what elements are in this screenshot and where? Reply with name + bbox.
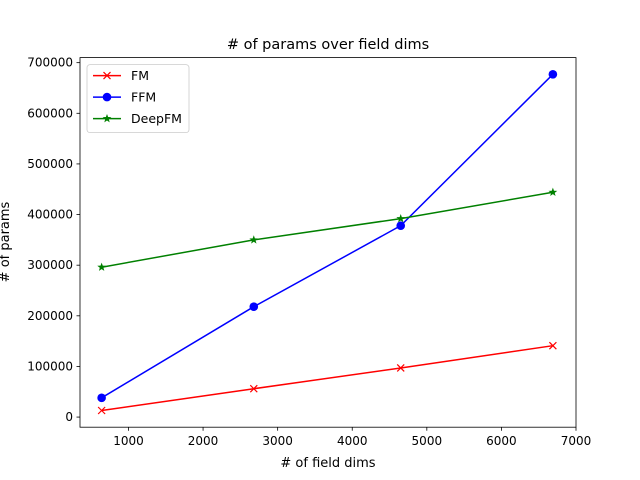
ffm-data-point bbox=[249, 302, 259, 312]
ffm-data-point bbox=[396, 221, 406, 230]
x-axis-ticks: 1000 2000 3000 4000 5000 6000 7000 bbox=[113, 427, 591, 448]
x-axis-label: # of field dims bbox=[280, 456, 375, 471]
legend-item-fm: FM bbox=[93, 68, 149, 83]
y-tick-label: 0 bbox=[65, 410, 73, 424]
legend-label: FFM bbox=[131, 90, 156, 105]
legend-marker bbox=[103, 71, 111, 80]
plot-frame bbox=[79, 57, 577, 428]
y-tick-label: 300000 bbox=[27, 258, 73, 272]
ffm-series-line bbox=[101, 73, 554, 399]
y-tick-label: 200000 bbox=[27, 309, 73, 323]
fm-data-point bbox=[396, 364, 405, 372]
x-tick-label: 4000 bbox=[337, 434, 368, 448]
y-tick-label: 600000 bbox=[27, 106, 73, 120]
chart-title: # of params over field dims bbox=[227, 37, 429, 53]
x-tick-label: 6000 bbox=[486, 434, 517, 448]
legend-marker bbox=[102, 92, 112, 102]
y-tick-label: 100000 bbox=[27, 359, 73, 373]
legend-item-deepfm: DeepFM bbox=[93, 111, 182, 126]
x-tick-label: 7000 bbox=[561, 434, 592, 448]
deepfm-series-line bbox=[101, 191, 554, 268]
legend-label: DeepFM bbox=[131, 111, 182, 126]
x-tick-label: 2000 bbox=[188, 434, 219, 448]
y-tick-label: 700000 bbox=[27, 56, 73, 70]
deepfm-data-point bbox=[97, 262, 106, 271]
y-tick-label: 500000 bbox=[27, 157, 73, 171]
deepfm-data-point bbox=[396, 214, 406, 223]
legend-label: FM bbox=[131, 68, 149, 83]
fm-data-point bbox=[548, 341, 557, 350]
legend-item-ffm: FFM bbox=[93, 90, 156, 105]
series-layer bbox=[97, 70, 558, 415]
deepfm-data-point bbox=[548, 187, 558, 196]
x-tick-label: 3000 bbox=[262, 434, 293, 448]
legend: FM FFM DeepFM bbox=[86, 64, 190, 133]
ffm-data-point bbox=[548, 70, 558, 79]
fm-data-point bbox=[249, 384, 258, 393]
y-axis-ticks: 0 100000 200000 300000 400000 500000 600000 700… bbox=[27, 56, 80, 424]
legend-box bbox=[86, 64, 190, 133]
y-axis-label: # of params bbox=[0, 201, 13, 282]
y-tick-label: 400000 bbox=[27, 208, 73, 222]
ffm-data-point bbox=[97, 393, 106, 403]
deepfm-data-point bbox=[249, 235, 259, 244]
x-tick-label: 5000 bbox=[412, 434, 443, 448]
legend-marker bbox=[102, 114, 112, 123]
fm-data-point bbox=[97, 406, 106, 415]
fm-series-line bbox=[101, 344, 553, 412]
x-tick-label: 1000 bbox=[113, 434, 144, 448]
